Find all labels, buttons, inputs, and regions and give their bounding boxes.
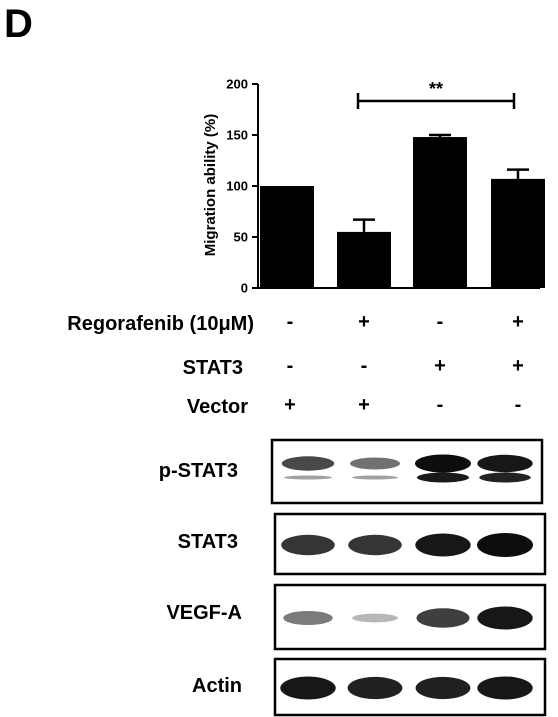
band bbox=[350, 457, 400, 470]
condition-table: Regorafenib (10μM) - + - + STAT3 - - + + Vector + + -… bbox=[67, 311, 524, 418]
y-ticks: 0 50 100 150 200 bbox=[226, 77, 258, 296]
y-axis-title: Migration ability (%) bbox=[202, 114, 219, 257]
y-tick-label: 100 bbox=[226, 179, 248, 194]
band bbox=[281, 534, 335, 556]
blot-label: Actin bbox=[192, 675, 242, 697]
panel-letter: D bbox=[4, 2, 33, 46]
band bbox=[347, 676, 403, 700]
blot-label: p-STAT3 bbox=[159, 460, 238, 482]
error-bars bbox=[353, 133, 529, 232]
western-blots: p-STAT3 STAT3 VEGF-A Actin bbox=[159, 438, 547, 717]
band bbox=[416, 608, 470, 628]
bar-chart: Migration ability (%) 0 50 100 150 200 ** bbox=[202, 77, 545, 296]
condition-sign: - bbox=[287, 355, 294, 377]
band bbox=[417, 472, 469, 483]
band bbox=[352, 475, 398, 480]
bar bbox=[491, 178, 545, 288]
band bbox=[477, 533, 533, 557]
condition-sign: + bbox=[512, 311, 524, 333]
condition-sign: + bbox=[358, 394, 370, 416]
y-tick-label: 0 bbox=[241, 281, 248, 296]
bar bbox=[413, 137, 467, 288]
condition-sign: - bbox=[437, 311, 444, 333]
blot-vegf-a: VEGF-A bbox=[166, 583, 547, 651]
band bbox=[477, 676, 533, 700]
condition-sign: + bbox=[512, 355, 524, 377]
condition-sign: + bbox=[434, 355, 446, 377]
condition-label: STAT3 bbox=[183, 357, 243, 379]
condition-sign: + bbox=[358, 311, 370, 333]
band bbox=[280, 676, 336, 700]
blot-p-stat3: p-STAT3 bbox=[159, 438, 544, 505]
bar bbox=[337, 231, 391, 288]
band bbox=[281, 456, 335, 471]
condition-sign: - bbox=[515, 394, 522, 416]
condition-label: Vector bbox=[187, 396, 248, 418]
band bbox=[415, 454, 471, 473]
y-tick-label: 150 bbox=[226, 128, 248, 143]
band bbox=[348, 534, 402, 556]
condition-label: Regorafenib (10μM) bbox=[67, 313, 254, 335]
blot-label: STAT3 bbox=[178, 531, 238, 553]
condition-sign: - bbox=[287, 311, 294, 333]
condition-sign: - bbox=[361, 355, 368, 377]
bars bbox=[260, 137, 545, 288]
blot-label: VEGF-A bbox=[166, 602, 242, 624]
bar bbox=[260, 186, 314, 288]
band bbox=[283, 475, 333, 480]
band bbox=[477, 606, 533, 630]
y-tick-label: 200 bbox=[226, 77, 248, 92]
band bbox=[415, 676, 471, 700]
band bbox=[415, 533, 471, 557]
significance-label: ** bbox=[429, 79, 443, 99]
y-tick-label: 50 bbox=[234, 230, 248, 245]
band bbox=[477, 454, 533, 473]
blot-stat3: STAT3 bbox=[178, 512, 547, 576]
band bbox=[352, 613, 398, 623]
band bbox=[479, 472, 531, 483]
blot-actin: Actin bbox=[192, 657, 547, 717]
condition-sign: - bbox=[437, 394, 444, 416]
condition-sign: + bbox=[284, 394, 296, 416]
band bbox=[283, 610, 333, 626]
significance-bracket: ** bbox=[356, 79, 516, 109]
